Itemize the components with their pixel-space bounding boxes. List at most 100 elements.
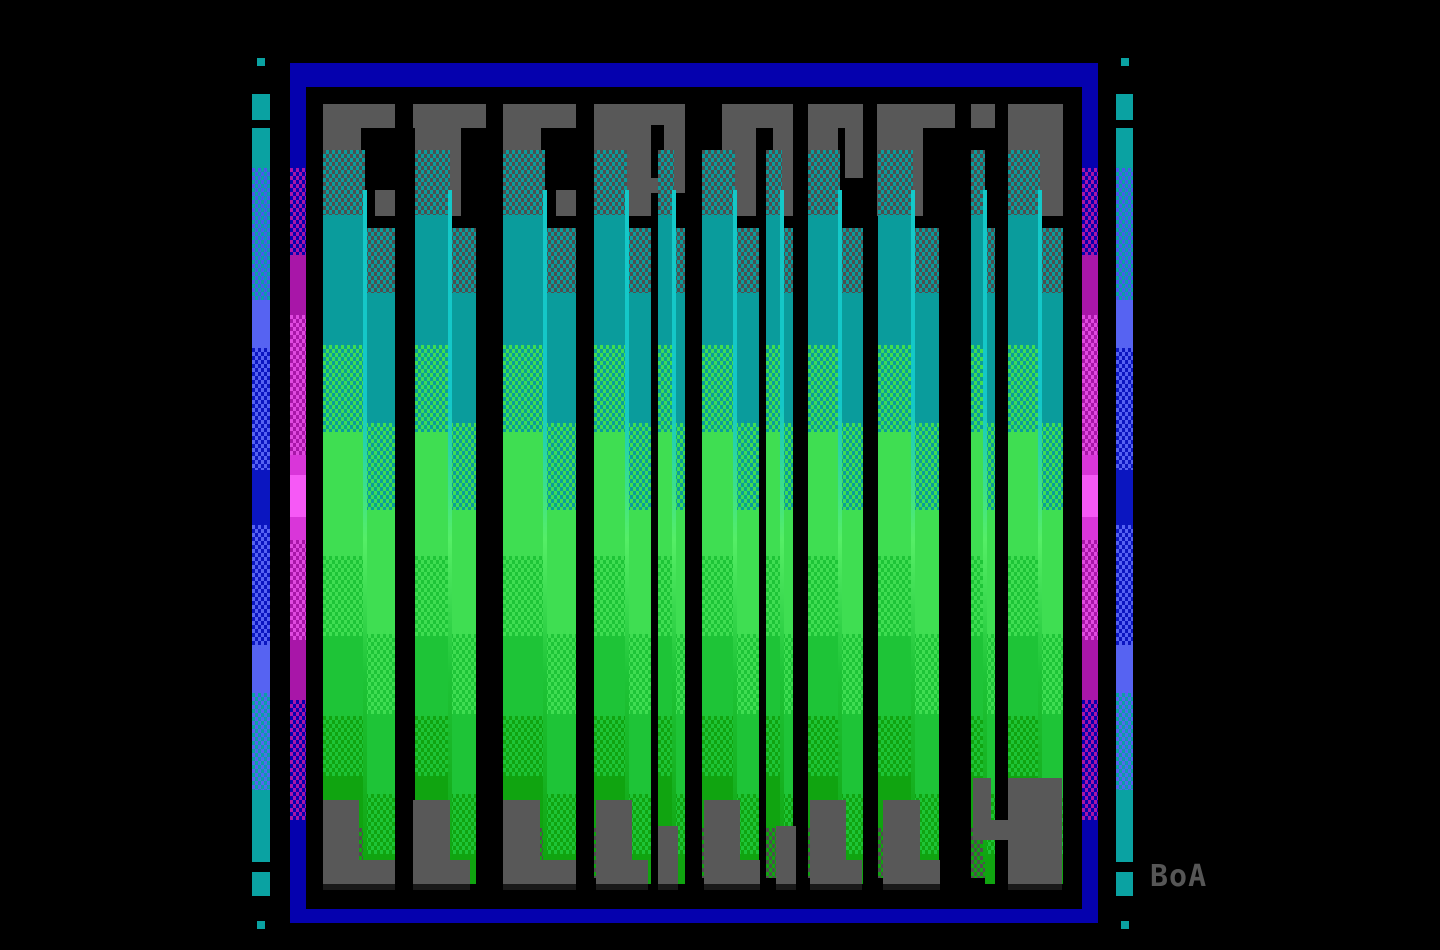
frame-bottom-border: [290, 909, 1098, 923]
dither-band: [323, 636, 365, 716]
dither-band: [674, 293, 685, 423]
dither-band: [808, 150, 840, 215]
stroke-highlight-line: [625, 190, 629, 862]
dither-band: [878, 215, 913, 345]
dither-band: [290, 700, 306, 820]
dither-band: [985, 714, 995, 794]
stroke-right-half: [545, 150, 576, 884]
dither-band: [415, 556, 450, 636]
dither-band: [450, 714, 476, 794]
dither-band: [1116, 168, 1133, 300]
dither-band: [971, 636, 985, 716]
column-gradient-bar: [252, 128, 270, 862]
dither-band: [252, 128, 270, 168]
dither-band: [1116, 693, 1133, 790]
dither-band: [594, 716, 627, 776]
dither-band: [1040, 714, 1063, 794]
dither-band: [290, 255, 306, 315]
dither-band: [503, 636, 545, 716]
dither-band: [782, 634, 793, 714]
dither-band: [808, 345, 840, 432]
dither-band: [766, 215, 782, 345]
letter-foot-shadow: [1008, 884, 1062, 890]
dither-band: [594, 556, 627, 636]
dither-band: [594, 150, 627, 215]
dither-band: [985, 228, 995, 293]
letter-foot: [704, 860, 760, 884]
dither-band: [702, 556, 735, 636]
dither-band: [674, 510, 685, 634]
dither-band: [290, 455, 306, 475]
letter-foot-shadow: [704, 884, 760, 890]
dither-band: [290, 540, 306, 640]
dither-band: [545, 293, 576, 423]
dither-band: [323, 345, 365, 432]
dither-band: [913, 714, 939, 794]
dither-band: [627, 510, 651, 634]
letter-foot-shadow: [776, 884, 796, 890]
dither-band: [913, 228, 939, 293]
dither-band: [766, 556, 782, 636]
dither-band: [840, 423, 863, 510]
column-block: [1116, 94, 1133, 120]
gradient-stroke: [971, 150, 995, 884]
dither-band: [365, 228, 395, 293]
dither-band: [1116, 300, 1133, 348]
dither-band: [658, 150, 674, 215]
dither-band: [323, 432, 365, 556]
stroke-right-half: [674, 150, 685, 884]
dither-band: [808, 636, 840, 716]
dither-band: [735, 423, 759, 510]
dither-band: [766, 150, 782, 215]
dither-band: [766, 345, 782, 432]
dither-band: [766, 716, 782, 776]
dither-band: [503, 215, 545, 345]
dither-band: [808, 215, 840, 345]
column-dot: [257, 58, 265, 66]
dither-band: [1082, 700, 1098, 820]
letter-foot: [323, 800, 359, 860]
dither-band: [782, 510, 793, 634]
dither-band: [702, 345, 735, 432]
letter-cap: [323, 104, 395, 128]
letter-cap: [413, 104, 486, 128]
dither-band: [365, 714, 395, 794]
dither-band: [766, 636, 782, 716]
stroke-highlight-line: [1038, 190, 1042, 862]
dither-band: [702, 636, 735, 716]
stroke-left-half: [766, 150, 782, 884]
letter-cap: [503, 104, 576, 128]
dither-band: [878, 716, 913, 776]
dither-band: [503, 716, 545, 776]
dither-band: [503, 345, 545, 432]
letter-foot: [413, 800, 450, 860]
frame-left-border: [290, 63, 306, 923]
dither-band: [1116, 470, 1133, 525]
letter-foot: [810, 860, 862, 884]
letter-foot: [973, 778, 991, 820]
dither-band: [415, 150, 450, 215]
dither-band: [450, 228, 476, 293]
dither-band: [252, 693, 270, 790]
dither-band: [1082, 168, 1098, 255]
dither-band: [594, 432, 627, 556]
dither-band: [365, 794, 395, 854]
frame-right-border: [1082, 63, 1098, 923]
dither-band: [674, 794, 685, 854]
letter-foot: [883, 800, 920, 860]
letter-foot: [883, 860, 940, 884]
dither-band: [545, 714, 576, 794]
letter-foot: [776, 826, 796, 860]
dither-band: [252, 348, 270, 470]
stroke-left-half: [971, 150, 985, 884]
dither-band: [594, 345, 627, 432]
dither-band: [985, 293, 995, 423]
dither-band: [365, 510, 395, 634]
gradient-stroke: [1008, 150, 1063, 884]
